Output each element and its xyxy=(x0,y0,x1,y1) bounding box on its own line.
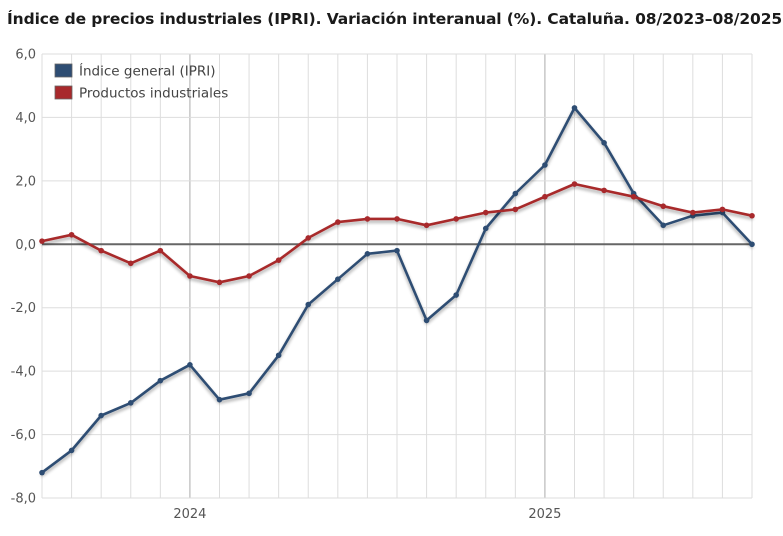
data-point xyxy=(275,257,282,263)
data-point xyxy=(39,469,45,476)
data-point xyxy=(542,193,548,200)
data-point xyxy=(660,222,667,229)
data-point xyxy=(482,225,489,232)
y-tick-label: 6,0 xyxy=(15,48,36,63)
data-point xyxy=(68,231,75,238)
legend-label: Índice general (IPRI) xyxy=(79,63,216,80)
y-tick-label: -2,0 xyxy=(11,301,36,316)
data-point xyxy=(749,241,755,248)
legend-swatch xyxy=(54,85,73,100)
data-point xyxy=(453,292,459,298)
series xyxy=(39,105,755,476)
data-point xyxy=(601,140,607,146)
data-point xyxy=(423,222,430,229)
data-point xyxy=(364,251,371,257)
y-tick-label: -8,0 xyxy=(11,492,36,507)
data-point xyxy=(68,447,75,454)
data-point xyxy=(39,238,45,244)
data-point xyxy=(187,273,193,279)
data-point xyxy=(690,209,696,216)
legend-label: Productos industriales xyxy=(79,86,228,102)
data-point xyxy=(512,190,519,197)
y-tick-label: 0,0 xyxy=(15,238,36,253)
data-point xyxy=(98,412,104,419)
y-tick-label: 2,0 xyxy=(15,174,36,189)
x-tick-label: 2025 xyxy=(528,507,561,522)
data-point xyxy=(394,247,400,254)
data-point xyxy=(216,396,223,403)
data-point xyxy=(749,212,755,219)
data-point xyxy=(601,187,607,194)
data-point xyxy=(157,247,164,254)
data-point xyxy=(512,206,519,213)
legend: Índice general (IPRI) Productos industria… xyxy=(54,63,228,102)
data-point xyxy=(127,400,134,406)
y-tick-label: 4,0 xyxy=(15,111,36,126)
y-tick-label: -4,0 xyxy=(11,365,36,380)
data-point xyxy=(571,181,578,187)
data-point xyxy=(127,260,134,267)
data-point xyxy=(335,219,341,225)
data-point xyxy=(394,216,400,222)
data-point xyxy=(305,235,312,241)
data-point xyxy=(482,209,489,216)
data-point xyxy=(216,279,223,286)
data-point xyxy=(423,317,430,324)
grid xyxy=(41,53,753,499)
data-point xyxy=(98,247,104,254)
y-tick-label: -6,0 xyxy=(11,428,36,443)
data-point xyxy=(305,301,312,308)
data-point xyxy=(542,162,548,168)
data-point xyxy=(275,352,282,359)
data-point xyxy=(187,362,193,368)
data-point xyxy=(157,377,164,384)
data-point xyxy=(246,390,252,397)
data-point xyxy=(364,216,371,222)
data-point xyxy=(630,193,637,200)
data-point xyxy=(246,273,252,279)
data-point xyxy=(453,216,459,222)
data-point xyxy=(571,105,578,111)
legend-swatch xyxy=(54,63,73,78)
data-point xyxy=(335,276,341,282)
axes: 6,0 4,0 2,0 0,0 -2,0 -4,0 -6,0 -8,0 2024 2025 xyxy=(11,48,562,523)
chart-title: Índice de precios industriales (IPRI). V… xyxy=(7,10,783,28)
x-tick-label: 2024 xyxy=(173,507,206,522)
data-point xyxy=(719,206,726,213)
data-point xyxy=(660,203,667,210)
